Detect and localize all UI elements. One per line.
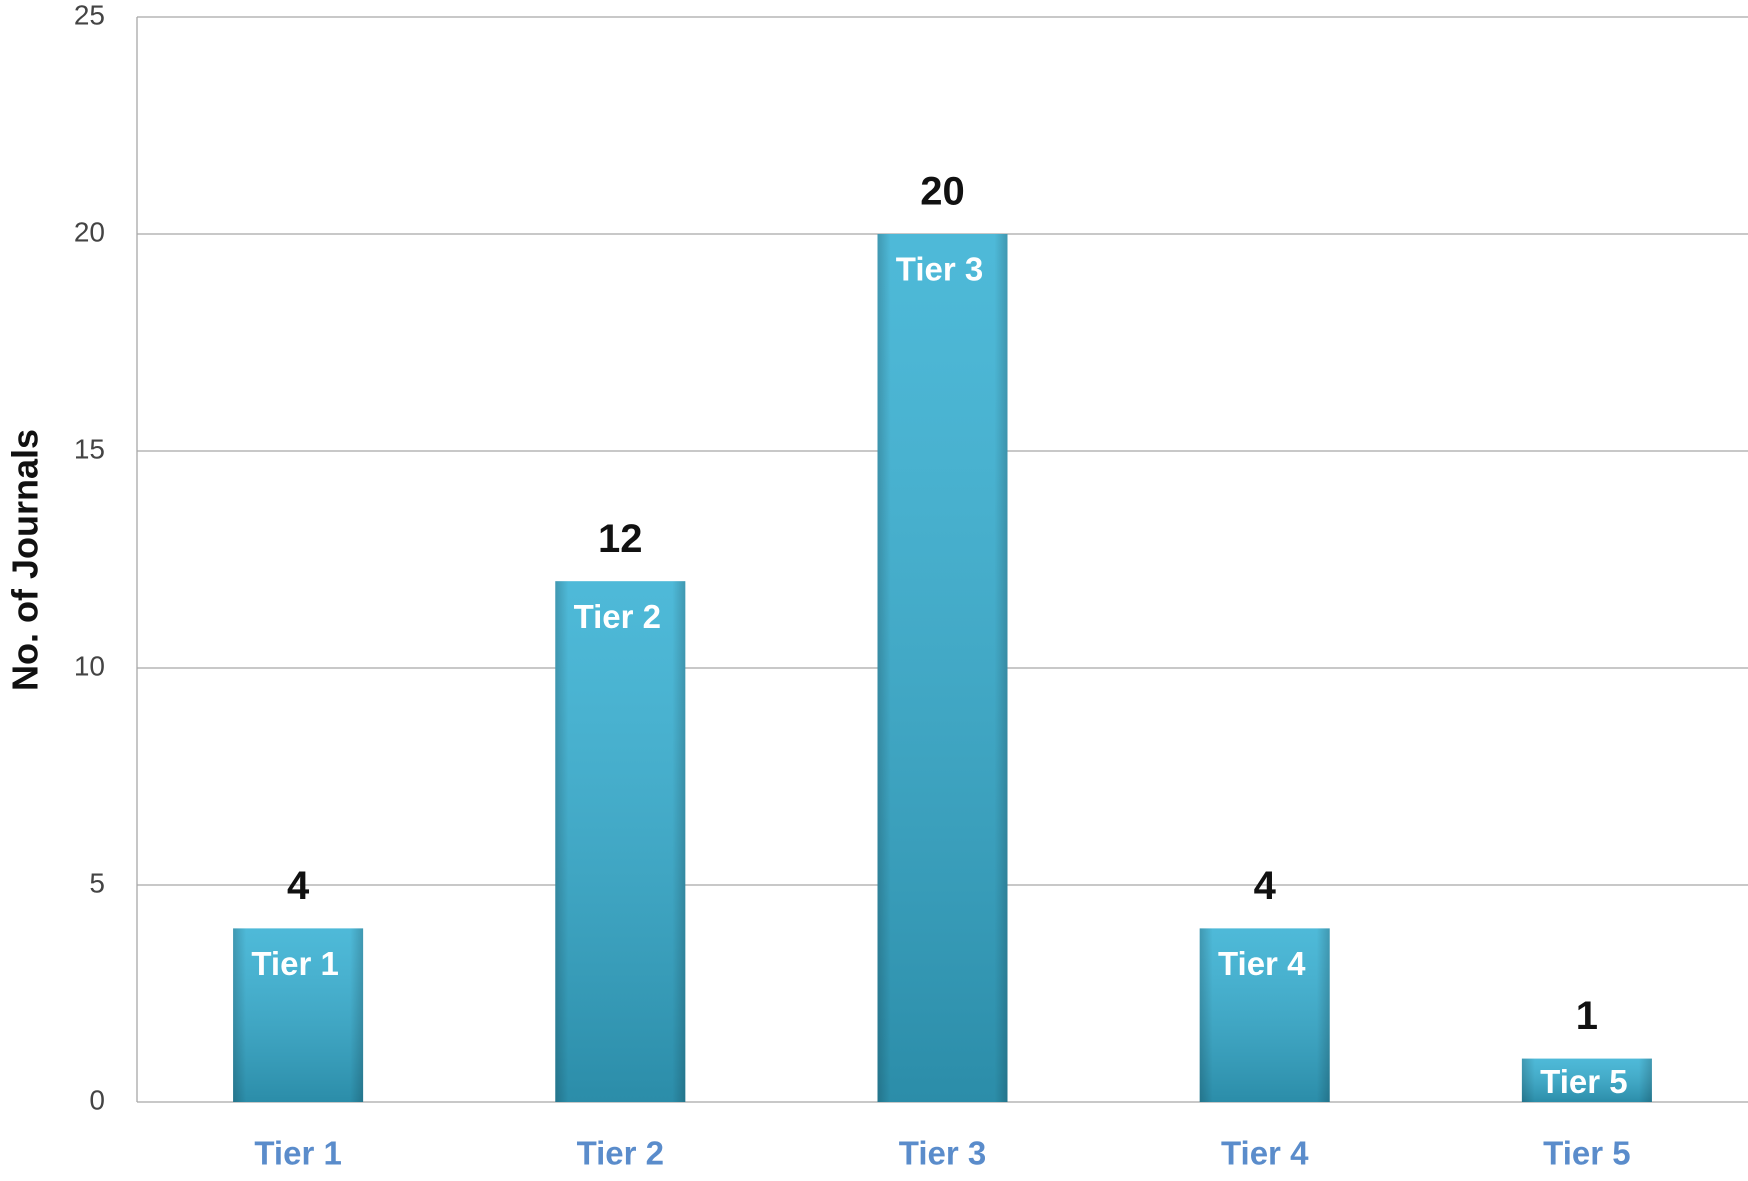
bar-inner-label: Tier 4 [1218,945,1306,982]
bar-inner-label: Tier 3 [896,251,983,288]
y-tick-label: 20 [74,216,105,247]
y-tick-label: 15 [74,433,105,464]
y-tick-label: 10 [74,650,105,681]
x-tick-label: Tier 2 [577,1135,664,1172]
bar-inner-label: Tier 2 [574,598,661,635]
bar-inner-label: Tier 1 [251,945,338,982]
x-tick-label: Tier 4 [1221,1135,1309,1172]
bar-edge [877,234,1008,1102]
y-tick-label: 0 [89,1084,105,1115]
value-label: 1 [1576,994,1598,1038]
x-tick-label: Tier 3 [899,1135,986,1172]
y-tick-label: 5 [89,867,105,898]
bar-edge [233,928,364,1102]
x-tick-label: Tier 5 [1543,1135,1630,1172]
value-label: 4 [1254,864,1277,908]
bar-edge [555,581,686,1102]
x-tick-label: Tier 1 [254,1135,341,1172]
value-label: 4 [287,864,310,908]
y-axis-title: No. of Journals [5,429,46,691]
value-label: 12 [598,517,643,561]
y-tick-label: 25 [74,0,105,30]
bar-edge [1521,1058,1652,1102]
value-label: 20 [920,170,965,214]
bar-edge [1199,928,1330,1102]
bar-inner-label: Tier 5 [1540,1063,1627,1100]
